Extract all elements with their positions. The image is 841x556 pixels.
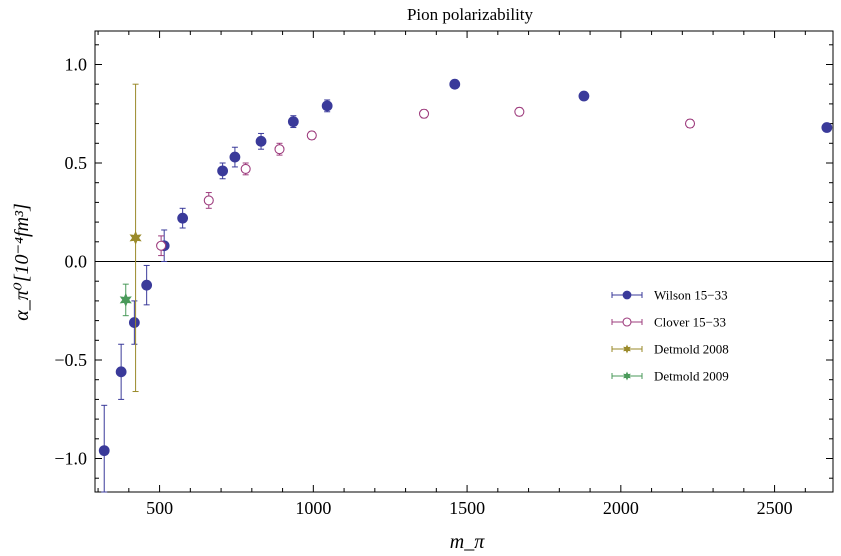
data-point-wilson (217, 165, 229, 177)
data-point-wilson (98, 445, 110, 457)
x-tick-label: 500 (146, 498, 173, 518)
x-tick-label: 1000 (295, 498, 331, 518)
data-point-wilson (115, 366, 127, 378)
data-point-clover (684, 118, 696, 129)
y-tick-label: 0.0 (65, 252, 88, 272)
data-point-star (119, 292, 132, 307)
data-point-clover (156, 240, 167, 251)
data-point-wilson (821, 122, 833, 133)
data-point-star (129, 230, 142, 245)
data-point-clover (203, 195, 214, 206)
y-tick-label: 1.0 (65, 54, 88, 74)
data-point-clover (306, 130, 317, 141)
legend-label: Wilson 15−33 (654, 288, 728, 303)
data-point-star (623, 344, 631, 354)
x-tick-label: 2000 (603, 498, 639, 518)
x-tick-label: 1500 (449, 498, 485, 518)
data-point-wilson (177, 212, 189, 224)
data-point-wilson (141, 279, 153, 291)
data-point-clover (622, 317, 632, 327)
data-point-wilson (229, 151, 241, 163)
legend-label: Detmold 2008 (654, 342, 729, 357)
legend: Wilson 15−33 Clover 15−33 Detmold 2008 Detm… (611, 288, 729, 384)
data-point-wilson (622, 290, 632, 300)
data-points (98, 78, 833, 493)
data-point-wilson (321, 100, 333, 112)
data-point-star (623, 371, 631, 381)
chart-title: Pion polarizability (407, 5, 534, 24)
y-tick-label: −0.5 (54, 350, 87, 370)
data-point-clover (274, 144, 285, 155)
axis-ticks: 500 1000 1500 2000 2500 −1.0 −0.5 0.0 0.5 1.0 (54, 31, 833, 518)
data-point-wilson (449, 78, 461, 90)
data-point-wilson (578, 90, 590, 102)
x-axis-label: m_π (450, 531, 485, 553)
data-point-clover (418, 108, 430, 119)
data-point-clover (240, 163, 251, 174)
data-point-wilson (128, 317, 140, 328)
x-tick-label: 2500 (757, 498, 793, 518)
data-point-clover (514, 106, 525, 117)
y-tick-label: 0.5 (65, 153, 88, 173)
y-axis-label: α_π⁰[10⁻⁴fm³] (11, 203, 33, 321)
legend-label: Detmold 2009 (654, 369, 729, 384)
legend-label: Clover 15−33 (654, 315, 726, 330)
data-point-wilson (255, 135, 267, 147)
data-point-wilson (287, 116, 299, 128)
y-tick-label: −1.0 (54, 449, 87, 469)
